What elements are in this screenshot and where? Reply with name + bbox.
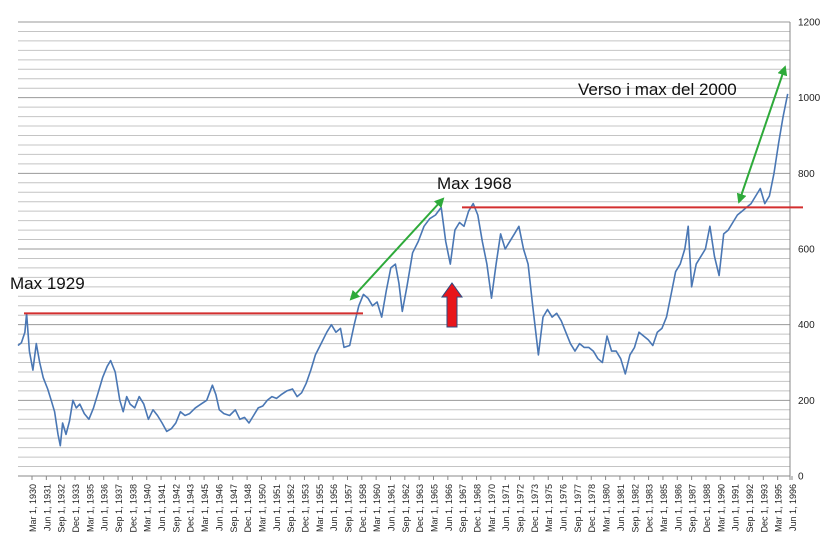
x-tick-label: Jun 1, 1951 [272,484,282,531]
x-tick-label: Sep 1, 1942 [171,484,181,533]
x-axis-labels: Mar 1, 1930 Jun 1, 1931 Sep 1, 1932 Dec 1, … [28,476,798,533]
x-tick-label: Dec 1, 1958 [358,484,368,533]
x-tick-label: Mar 1, 1940 [143,484,153,532]
x-tick-label: Jun 1, 1971 [501,484,511,531]
x-tick-label: Jun 1, 1936 [100,484,110,531]
x-tick-label: Mar 1, 1985 [659,484,669,532]
x-tick-label: Mar 1, 1990 [716,484,726,532]
x-tick-label: Jun 1, 1956 [329,484,339,531]
x-tick-label: Dec 1, 1968 [473,484,483,533]
x-tick-label: Jun 1, 1941 [157,484,167,531]
y-tick-label: 600 [798,245,815,256]
annotation-verso-max-2000: Verso i max del 2000 [578,80,737,99]
x-tick-label: Mar 1, 1970 [487,484,497,532]
x-tick-label: Dec 1, 1948 [243,484,253,533]
x-tick-label: Mar 1, 1960 [372,484,382,532]
x-tick-label: Sep 1, 1937 [114,484,124,533]
y-tick-label: 800 [798,169,815,180]
x-tick-label: Mar 1, 1955 [315,484,325,532]
y-tick-label: 200 [798,396,815,407]
x-tick-label: Sep 1, 1967 [458,484,468,533]
x-tick-label: Sep 1, 1992 [745,484,755,533]
x-tick-label: Sep 1, 1987 [688,484,698,533]
x-tick-label: Mar 1, 1995 [774,484,784,532]
y-tick-label: 400 [798,320,815,331]
x-tick-label: Dec 1, 1973 [530,484,540,533]
y-axis-labels: 0 200 400 600 800 1000 1200 [798,18,821,483]
y-tick-label: 0 [798,472,804,483]
x-tick-label: Dec 1, 1963 [415,484,425,533]
annotation-max-1929: Max 1929 [10,274,85,293]
x-tick-label: Sep 1, 1952 [286,484,296,533]
x-tick-label: Mar 1, 1980 [602,484,612,532]
x-tick-label: Sep 1, 1982 [630,484,640,533]
x-tick-label: Dec 1, 1953 [300,484,310,533]
x-tick-label: Jun 1, 1991 [731,484,741,531]
x-tick-label: Dec 1, 1983 [645,484,655,533]
x-tick-label: Jun 1, 1996 [788,484,798,531]
x-tick-label: Jun 1, 1986 [673,484,683,531]
x-tick-label: Mar 1, 1950 [257,484,267,532]
x-tick-label: Sep 1, 1932 [57,484,67,533]
x-tick-label: Sep 1, 1962 [401,484,411,533]
annotation-overlays [24,65,803,328]
x-tick-label: Mar 1, 1965 [430,484,440,532]
x-tick-label: Jun 1, 1961 [386,484,396,531]
x-tick-label: Jun 1, 1946 [214,484,224,531]
x-tick-label: Dec 1, 1978 [587,484,597,533]
x-tick-label: Jun 1, 1976 [559,484,569,531]
price-series-line [17,93,789,447]
x-tick-label: Dec 1, 1938 [128,484,138,533]
x-tick-label: Dec 1, 1943 [186,484,196,533]
x-tick-label: Mar 1, 1975 [544,484,554,532]
x-tick-label: Sep 1, 1977 [573,484,583,533]
y-tick-label: 1000 [798,93,821,104]
x-tick-label: Jun 1, 1981 [616,484,626,531]
x-tick-label: Dec 1, 1933 [71,484,81,533]
x-tick-label: Sep 1, 1972 [516,484,526,533]
x-tick-label: Jun 1, 1966 [444,484,454,531]
x-tick-label: Dec 1, 1993 [759,484,769,533]
red-up-arrow-icon [441,282,463,328]
y-tick-label: 1200 [798,18,821,29]
x-tick-label: Sep 1, 1947 [229,484,239,533]
x-tick-label: Mar 1, 1935 [85,484,95,532]
annotation-max-1968: Max 1968 [437,174,512,193]
x-tick-label: Mar 1, 1945 [200,484,210,532]
x-tick-label: Sep 1, 1957 [343,484,353,533]
x-tick-label: Mar 1, 1930 [28,484,38,532]
x-tick-label: Dec 1, 1988 [702,484,712,533]
green-double-arrow-icon [349,197,445,301]
green-double-arrow-icon [736,65,788,204]
x-tick-label: Jun 1, 1931 [42,484,52,531]
